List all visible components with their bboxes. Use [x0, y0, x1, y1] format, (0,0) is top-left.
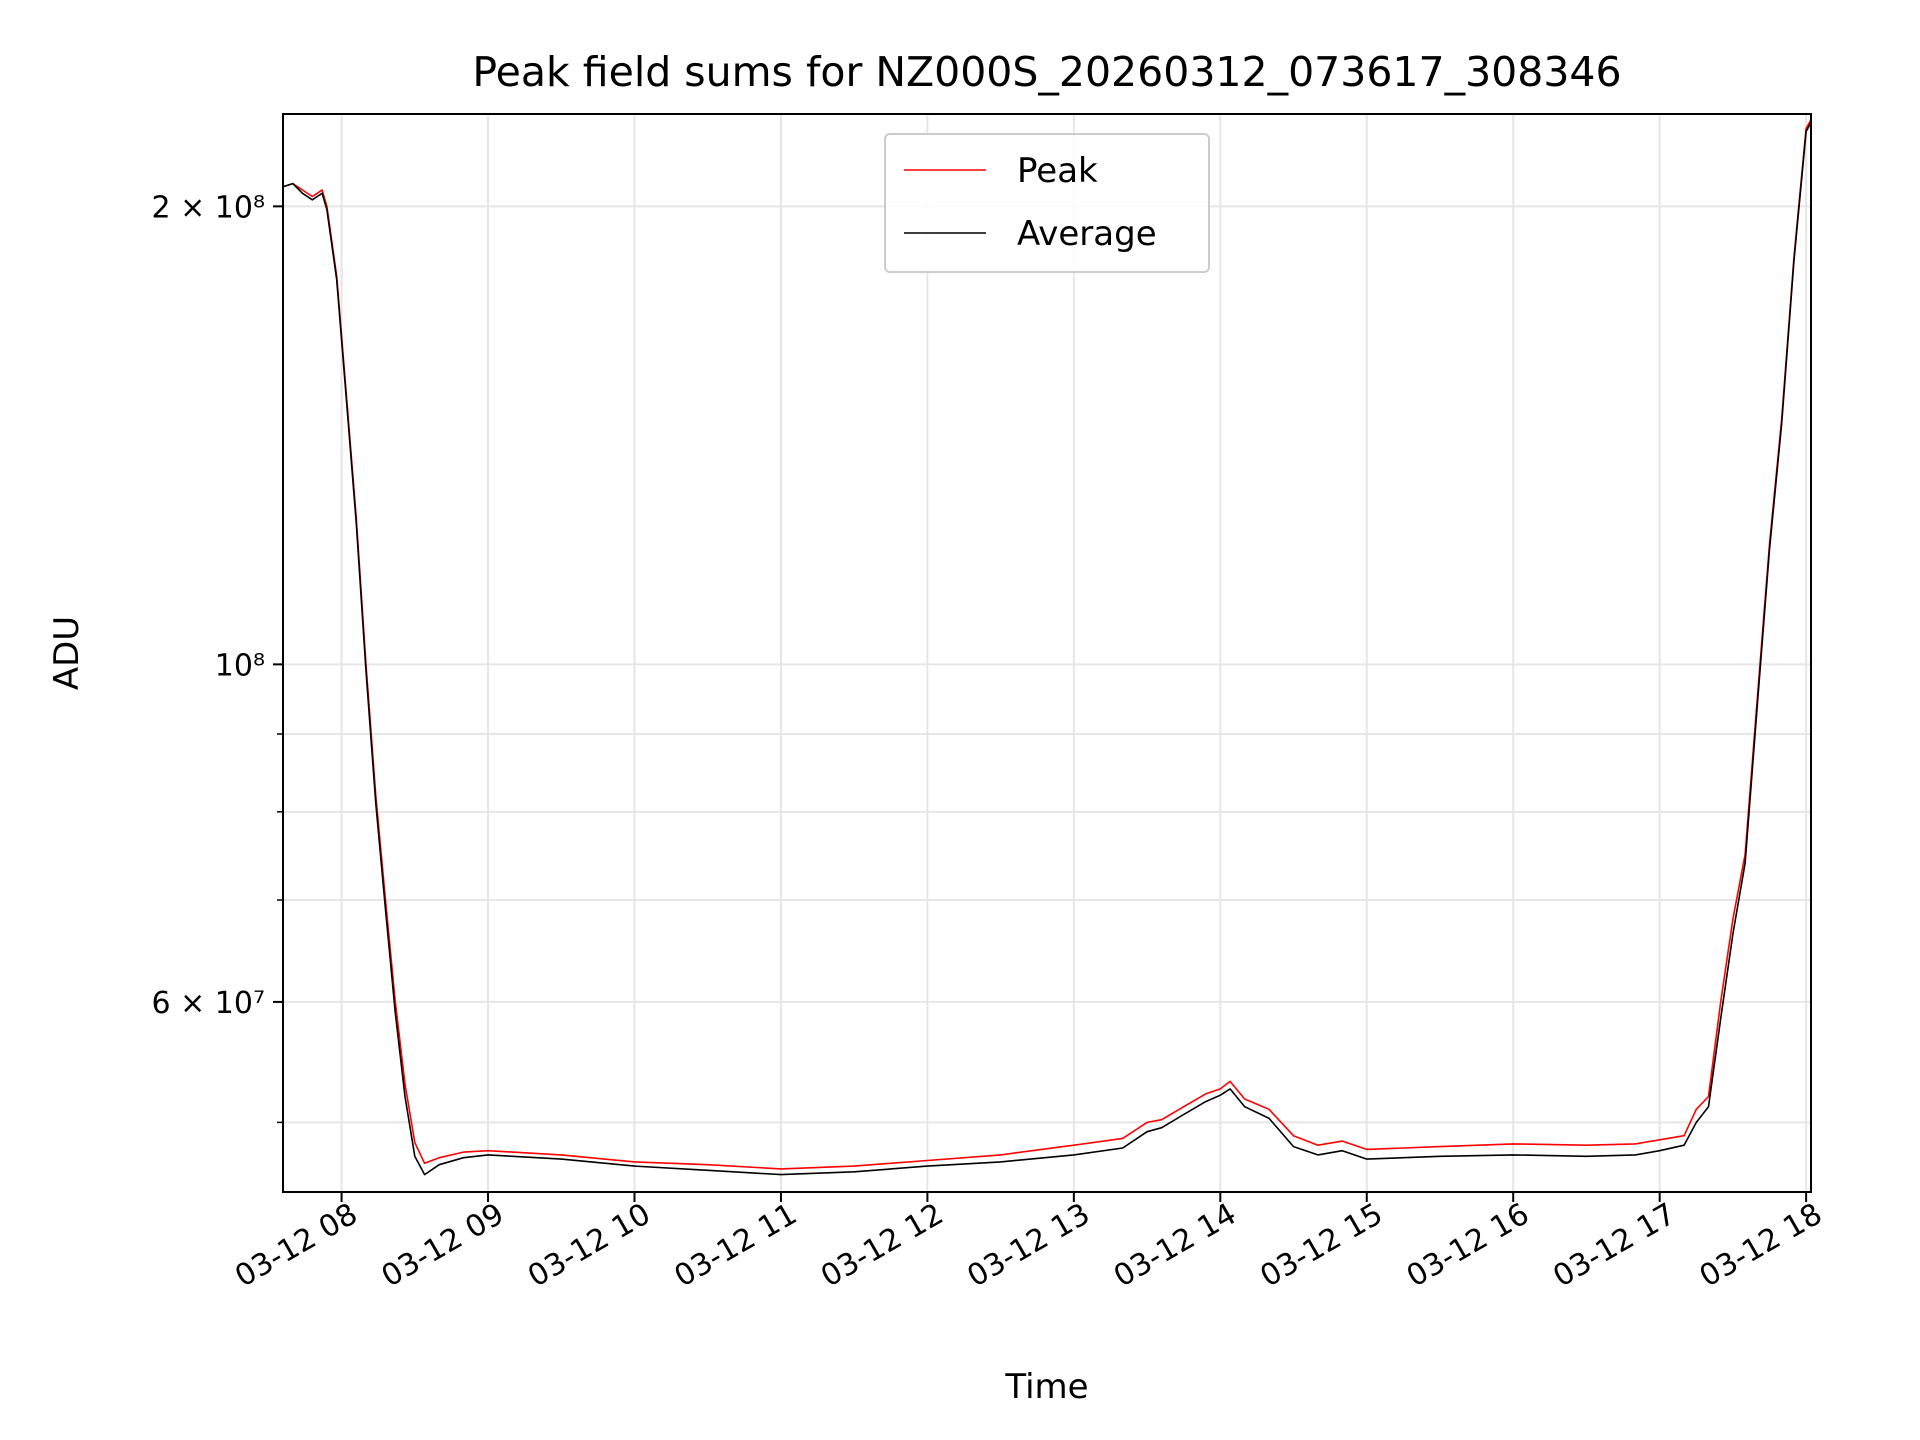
legend-box [884, 133, 1210, 273]
series-line-average [282, 122, 1812, 1176]
y-tick-label: 6 × 10⁷ [152, 986, 266, 1021]
plot-lines [282, 119, 1812, 1176]
y-tick-label: 10⁸ [215, 648, 265, 683]
chart-title: Peak field sums for NZ000S_20260312_0736… [472, 48, 1621, 96]
y-axis: 2 × 10⁸ 10⁸ 6 × 10⁷ [152, 190, 283, 1124]
plot-frame [282, 113, 1812, 1193]
legend: Peak Average [884, 133, 1210, 273]
y-axis-label: ADU [47, 616, 87, 690]
legend-average-label: Average [1017, 214, 1157, 254]
grid [283, 114, 1811, 1192]
legend-peak-label: Peak [1017, 151, 1098, 191]
y-tick-label: 2 × 10⁸ [152, 190, 266, 225]
x-axis-label: Time [1004, 1367, 1088, 1407]
